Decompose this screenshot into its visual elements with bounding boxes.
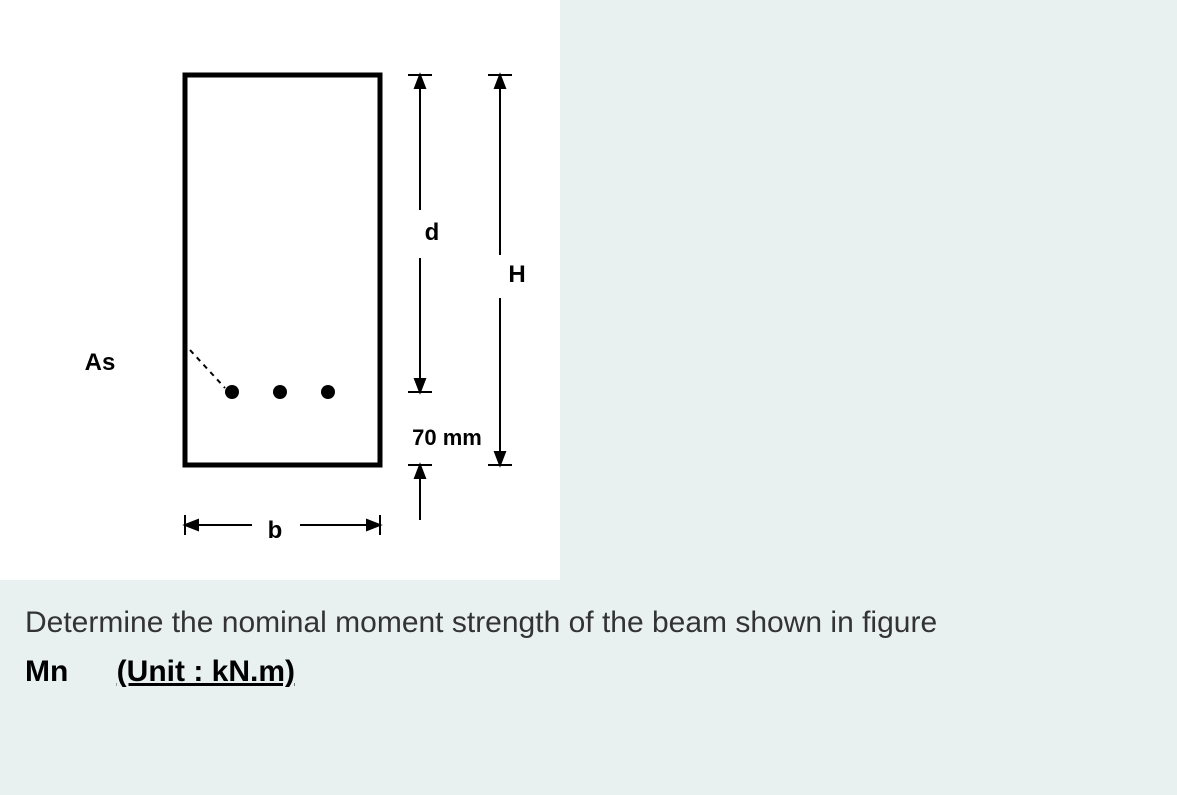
label-As: As xyxy=(85,349,116,376)
dim-b xyxy=(185,515,380,535)
beam-outline xyxy=(185,75,380,465)
label-cover: 70 mm xyxy=(412,425,482,450)
label-d: d xyxy=(425,219,440,246)
rebar-dot xyxy=(225,385,239,399)
figure-panel: As b d H 70 mm xyxy=(0,0,560,580)
label-b: b xyxy=(268,517,283,544)
label-H: H xyxy=(508,261,525,288)
rebar-dot xyxy=(321,385,335,399)
question-statement: Determine the nominal moment strength of… xyxy=(0,580,1177,655)
rebar-dot xyxy=(273,385,287,399)
beam-diagram-svg: As b d H 70 mm xyxy=(0,0,560,580)
answer-variable: Mn xyxy=(25,655,68,688)
page-container: As b d H 70 mm Determine the nominal mom… xyxy=(0,0,1177,795)
unit-label: (Unit : kN.m) xyxy=(117,655,295,688)
dim-cover xyxy=(408,465,432,520)
answer-line: Mn (Unit : kN.m) xyxy=(0,655,1177,689)
